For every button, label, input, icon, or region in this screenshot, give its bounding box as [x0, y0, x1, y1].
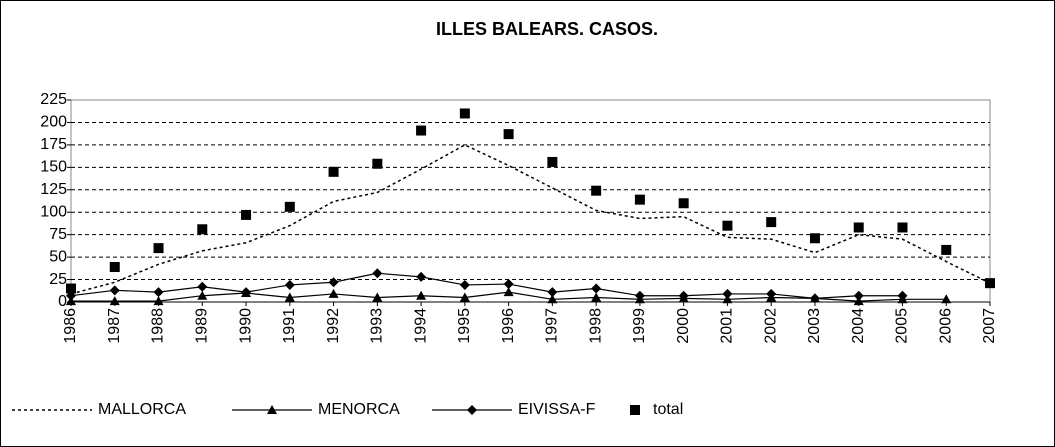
- marker-square: [985, 278, 995, 289]
- x-tick-label: 2000: [675, 308, 692, 344]
- y-tick-label: 25: [49, 271, 67, 288]
- marker-square: [153, 243, 164, 254]
- marker-square: [897, 222, 908, 233]
- marker-square: [722, 220, 733, 231]
- marker-triangle: [941, 294, 952, 304]
- marker-diamond: [241, 287, 252, 298]
- marker-triangle: [328, 288, 339, 298]
- y-tick-label: 0: [58, 293, 67, 310]
- y-tick-label: 225: [40, 91, 67, 108]
- x-tick-label: 1987: [106, 308, 123, 344]
- y-tick-label: 200: [40, 114, 67, 131]
- x-tick-label: 1997: [544, 308, 561, 344]
- marker-diamond: [467, 405, 477, 415]
- x-tick-label: 1998: [587, 308, 604, 344]
- marker-square: [197, 224, 208, 235]
- x-tick-label: 1999: [631, 308, 648, 344]
- marker-diamond: [634, 290, 645, 301]
- x-tick-label: 2007: [981, 308, 998, 344]
- series-line: [70, 272, 903, 300]
- x-tick-label: 2005: [894, 308, 911, 344]
- x-tick-label: 1990: [237, 308, 254, 344]
- marker-diamond: [372, 268, 383, 279]
- marker-triangle: [284, 292, 295, 302]
- marker-diamond: [416, 271, 427, 282]
- marker-diamond: [766, 288, 777, 299]
- x-tick-label: 1993: [369, 308, 386, 344]
- y-tick-label: 150: [40, 159, 67, 176]
- y-tick-label: 50: [49, 248, 67, 265]
- legend-label: total: [653, 401, 683, 418]
- marker-diamond: [547, 287, 558, 298]
- marker-square: [503, 129, 514, 140]
- marker-triangle: [503, 287, 514, 297]
- marker-diamond: [897, 290, 908, 301]
- marker-triangle: [416, 290, 427, 300]
- marker-square: [809, 233, 820, 244]
- legend-label: MENORCA: [318, 401, 400, 418]
- x-tick-label: 1994: [412, 308, 429, 344]
- y-tick-label: 75: [49, 226, 67, 243]
- marker-square: [328, 166, 339, 177]
- marker-diamond: [809, 293, 820, 304]
- marker-square: [109, 261, 120, 272]
- marker-square: [372, 158, 383, 169]
- x-tick-label: 1986: [62, 308, 79, 344]
- x-tick-label: 1991: [281, 308, 298, 344]
- y-tick-label: 175: [40, 136, 67, 153]
- marker-diamond: [503, 279, 514, 290]
- marker-square: [241, 209, 252, 220]
- marker-square: [591, 185, 602, 196]
- marker-triangle: [267, 405, 277, 414]
- marker-triangle: [372, 292, 383, 302]
- marker-diamond: [459, 279, 470, 290]
- marker-square: [416, 125, 427, 136]
- marker-square: [284, 201, 295, 212]
- marker-diamond: [284, 279, 295, 290]
- marker-diamond: [678, 290, 689, 301]
- marker-triangle: [547, 294, 558, 304]
- x-tick-label: 2003: [806, 308, 823, 344]
- x-tick-label: 2004: [850, 308, 867, 344]
- marker-diamond: [853, 290, 864, 301]
- marker-diamond: [109, 285, 120, 296]
- marker-triangle: [197, 290, 208, 300]
- marker-square: [678, 198, 689, 209]
- legend-label: EIVISSA-F: [518, 401, 596, 418]
- x-tick-label: 1989: [194, 308, 211, 344]
- marker-diamond: [153, 287, 164, 298]
- x-tick-label: 1992: [325, 308, 342, 344]
- marker-triangle: [109, 296, 120, 306]
- x-tick-label: 2001: [719, 308, 736, 344]
- marker-triangle: [591, 292, 602, 302]
- marker-triangle: [153, 296, 164, 306]
- marker-triangle: [459, 292, 470, 302]
- x-tick-label: 1988: [150, 308, 167, 344]
- legend-label: MALLORCA: [98, 401, 186, 418]
- marker-square: [547, 156, 558, 167]
- marker-diamond: [328, 277, 339, 288]
- marker-diamond: [722, 288, 733, 299]
- marker-diamond: [591, 283, 602, 294]
- x-tick-label: 1995: [456, 308, 473, 344]
- y-tick-label: 100: [40, 203, 67, 220]
- chart-title: ILLES BALEARS. CASOS.: [436, 19, 658, 39]
- marker-square: [853, 222, 864, 233]
- marker-diamond: [197, 281, 208, 292]
- x-tick-label: 1996: [500, 308, 517, 344]
- marker-square: [630, 405, 640, 415]
- marker-square: [459, 108, 470, 119]
- x-tick-label: 2002: [762, 308, 779, 344]
- marker-square: [941, 244, 952, 255]
- y-tick-label: 125: [40, 181, 67, 198]
- x-tick-label: 2006: [937, 308, 954, 344]
- marker-square: [634, 194, 645, 205]
- marker-square: [766, 217, 777, 228]
- marker-square: [66, 283, 76, 294]
